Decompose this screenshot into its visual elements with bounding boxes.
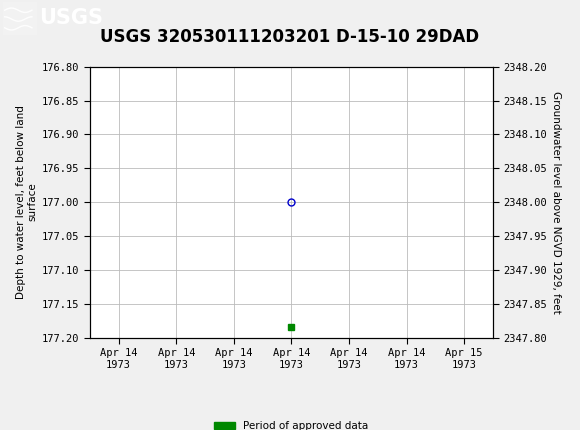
- Bar: [3, 2, 37, 35]
- Text: USGS: USGS: [39, 8, 103, 28]
- Legend: Period of approved data: Period of approved data: [210, 417, 373, 430]
- Y-axis label: Groundwater level above NGVD 1929, feet: Groundwater level above NGVD 1929, feet: [551, 91, 561, 313]
- Y-axis label: Depth to water level, feet below land
surface: Depth to water level, feet below land su…: [16, 105, 38, 299]
- Text: USGS 320530111203201 D-15-10 29DAD: USGS 320530111203201 D-15-10 29DAD: [100, 28, 480, 46]
